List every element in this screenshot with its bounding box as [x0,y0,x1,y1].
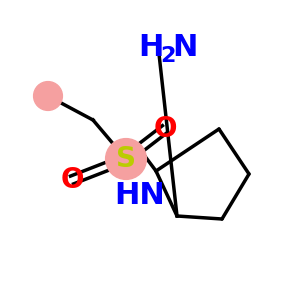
Circle shape [106,139,146,179]
Text: HN: HN [114,181,165,209]
Circle shape [34,82,62,110]
Text: H: H [138,34,164,62]
Text: S: S [116,145,136,173]
Text: O: O [60,166,84,194]
Text: N: N [172,34,198,62]
Text: O: O [153,115,177,143]
Text: 2: 2 [160,46,176,65]
